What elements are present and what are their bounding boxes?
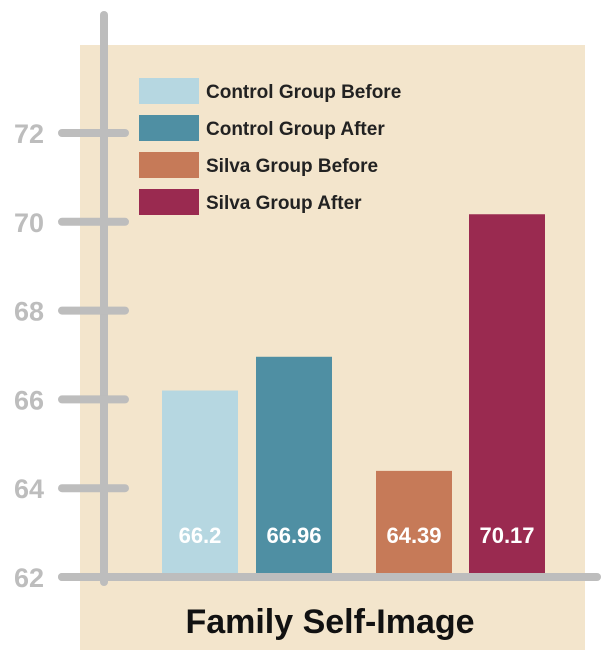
legend-swatch-4 [139, 189, 199, 215]
bar-2 [256, 356, 332, 577]
bar-4 [469, 214, 545, 577]
y-tick-label-70: 70 [14, 208, 44, 238]
y-tick-label-72: 72 [14, 119, 44, 149]
bar-1 [162, 390, 238, 577]
legend-label-3: Silva Group Before [206, 156, 378, 177]
y-tick-label-68: 68 [14, 297, 44, 327]
legend: Control Group Before Control Group After S… [139, 78, 401, 215]
legend-label-2: Control Group After [206, 119, 385, 140]
y-tick-label-66: 66 [14, 385, 44, 415]
legend-label-1: Control Group Before [206, 82, 401, 103]
data-label-2: 66.96 [266, 523, 321, 548]
data-labels-group: 66.2 66.96 64.39 70.17 [179, 523, 535, 548]
legend-swatch-1 [139, 78, 199, 104]
x-axis-label: Family Self-Image [185, 603, 474, 641]
y-tick-label-62: 62 [14, 563, 44, 593]
bar-3 [376, 470, 452, 577]
data-label-3: 64.39 [386, 523, 441, 548]
legend-label-4: Silva Group After [206, 193, 362, 214]
legend-swatch-2 [139, 115, 199, 141]
data-label-1: 66.2 [179, 523, 222, 548]
bars-group [162, 214, 545, 577]
y-tick-label-64: 64 [14, 474, 44, 504]
axes-group: 62 64 66 68 70 72 [14, 11, 601, 593]
legend-swatch-3 [139, 152, 199, 178]
data-label-4: 70.17 [479, 523, 534, 548]
